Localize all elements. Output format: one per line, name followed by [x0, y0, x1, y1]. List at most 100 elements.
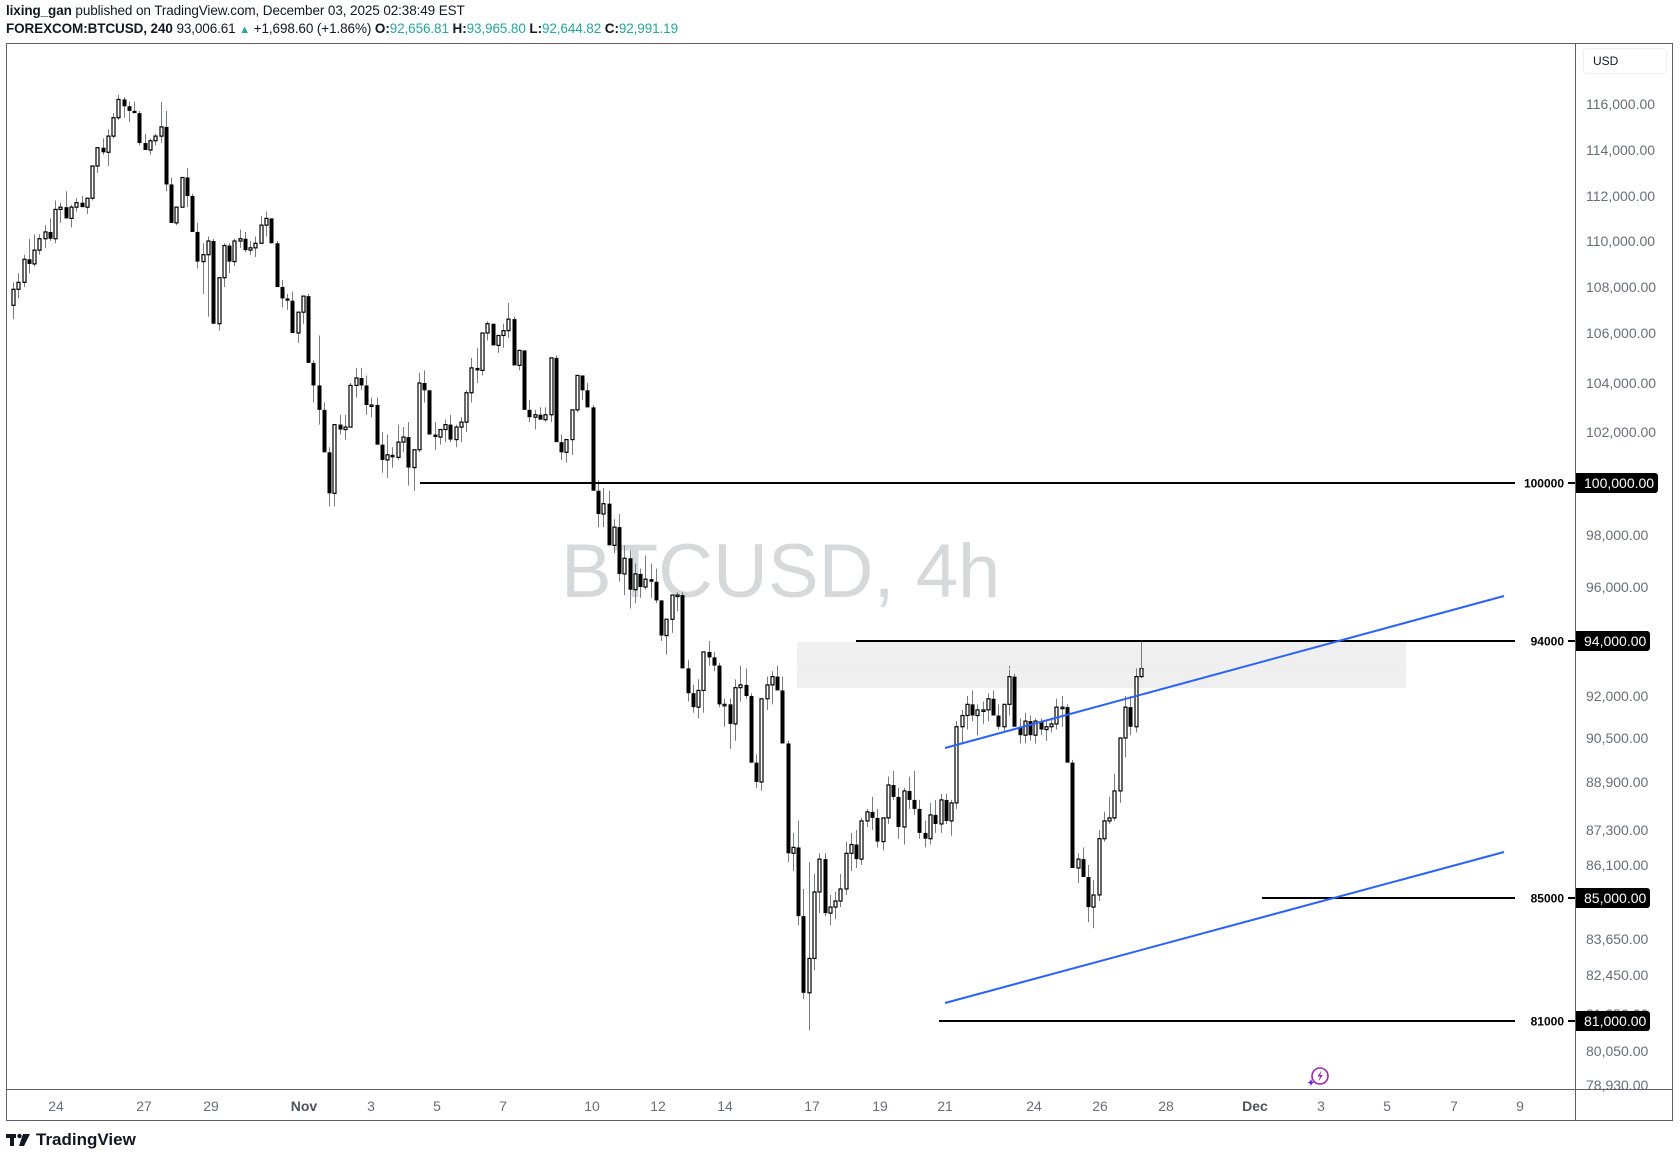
candle: [285, 293, 290, 310]
close-value: 92,991.19: [618, 21, 679, 36]
candle: [327, 447, 332, 507]
candle: [501, 323, 506, 348]
chart-frame: [6, 43, 1673, 1121]
supply-zone-rectangle[interactable]: [797, 642, 1406, 688]
candle: [459, 417, 464, 443]
price-tick-label: 104,000.00: [1586, 375, 1657, 391]
candle: [944, 793, 949, 824]
candle: [16, 273, 21, 299]
candle: [933, 799, 938, 833]
candle: [738, 665, 743, 702]
horizontal-line-label: 94000: [1531, 635, 1565, 649]
candle: [733, 679, 738, 741]
candle: [854, 830, 859, 868]
candle: [1054, 698, 1059, 730]
candle: [1060, 696, 1065, 727]
price-tick-label: 108,000.00: [1586, 279, 1657, 295]
candle: [970, 690, 975, 722]
candle: [322, 402, 327, 453]
candle: [664, 618, 669, 655]
candlestick-chart[interactable]: 100000 94000 85000 81000: [0, 0, 1575, 1089]
candle: [554, 355, 559, 443]
candles-layer: [11, 94, 1144, 1031]
upper-channel-line[interactable]: [944, 595, 1505, 749]
symbol-title[interactable]: FOREXCOM:BTCUSD, 240: [6, 21, 173, 36]
time-tick-label: 27: [136, 1098, 152, 1114]
candle: [585, 383, 590, 408]
candle: [390, 447, 395, 468]
symbol-watermark: BTCUSD, 4h: [561, 529, 1001, 614]
candle: [749, 693, 754, 763]
candle: [1112, 773, 1117, 821]
candle: [691, 684, 696, 713]
price-axis[interactable]: [1575, 44, 1672, 1089]
candle: [491, 323, 496, 346]
candle: [1102, 811, 1107, 842]
lower-channel-line[interactable]: [944, 851, 1505, 1004]
candle: [496, 334, 501, 353]
candle: [1049, 718, 1054, 733]
candle: [991, 690, 996, 716]
candle: [180, 176, 185, 208]
candle: [111, 113, 116, 139]
candle: [527, 400, 532, 423]
candle: [417, 372, 422, 453]
candle: [190, 193, 195, 232]
candle: [406, 422, 411, 486]
chart-pane[interactable]: BTCUSD, 4h 100000 94000 85000 81000: [0, 0, 1575, 1089]
time-tick-label: 24: [1026, 1098, 1042, 1114]
candle: [886, 776, 891, 824]
candle: [137, 110, 142, 146]
candle: [169, 177, 174, 223]
author-name[interactable]: lixing_gan: [6, 3, 72, 18]
candle: [622, 545, 627, 596]
candle: [443, 419, 448, 443]
candle: [765, 676, 770, 710]
candle: [217, 277, 222, 331]
time-axis[interactable]: [7, 1089, 1575, 1120]
price-tick-label: 102,000.00: [1586, 424, 1657, 440]
candle: [659, 600, 664, 641]
candle: [1028, 715, 1033, 741]
candle: [280, 280, 285, 308]
price-tick-label: 116,000.00: [1586, 96, 1656, 112]
time-tick-label: 3: [367, 1098, 375, 1114]
candle: [427, 390, 432, 435]
lightning-alert-icon[interactable]: [1306, 1064, 1332, 1088]
candle: [64, 191, 69, 219]
close-label: C:: [604, 21, 619, 36]
currency-selector[interactable]: USD: [1583, 48, 1667, 74]
published-text: published on TradingView.com, December 0…: [75, 3, 465, 18]
candle: [923, 820, 928, 848]
candle: [275, 241, 280, 287]
candle: [264, 211, 269, 237]
candle: [116, 94, 121, 121]
candle: [549, 357, 554, 423]
candle: [485, 321, 490, 341]
candle: [849, 832, 854, 871]
candle: [896, 787, 901, 839]
tradingview-logo[interactable]: TradingView: [6, 1130, 136, 1150]
price-tick-label: 86,100.00: [1586, 857, 1649, 873]
candle: [385, 434, 390, 478]
candle: [701, 651, 706, 713]
candle: [844, 841, 849, 895]
time-tick-label: 5: [1383, 1098, 1391, 1114]
candle: [448, 414, 453, 443]
candle: [744, 668, 749, 699]
candle: [369, 397, 374, 418]
price-tick-label: 112,000.00: [1586, 188, 1656, 204]
candle: [85, 197, 90, 214]
candle: [359, 367, 364, 391]
candle: [512, 316, 517, 366]
horizontal-line-label: 85000: [1531, 892, 1565, 906]
horizontal-line-label: 81000: [1531, 1015, 1565, 1029]
time-tick-label: 21: [937, 1098, 953, 1114]
triangle-up-icon: ▲: [239, 24, 251, 36]
candle: [564, 438, 569, 463]
candle: [122, 97, 127, 118]
candle: [201, 243, 206, 294]
candle: [670, 594, 675, 633]
time-tick-label: 9: [1516, 1098, 1524, 1114]
candle: [227, 243, 232, 274]
